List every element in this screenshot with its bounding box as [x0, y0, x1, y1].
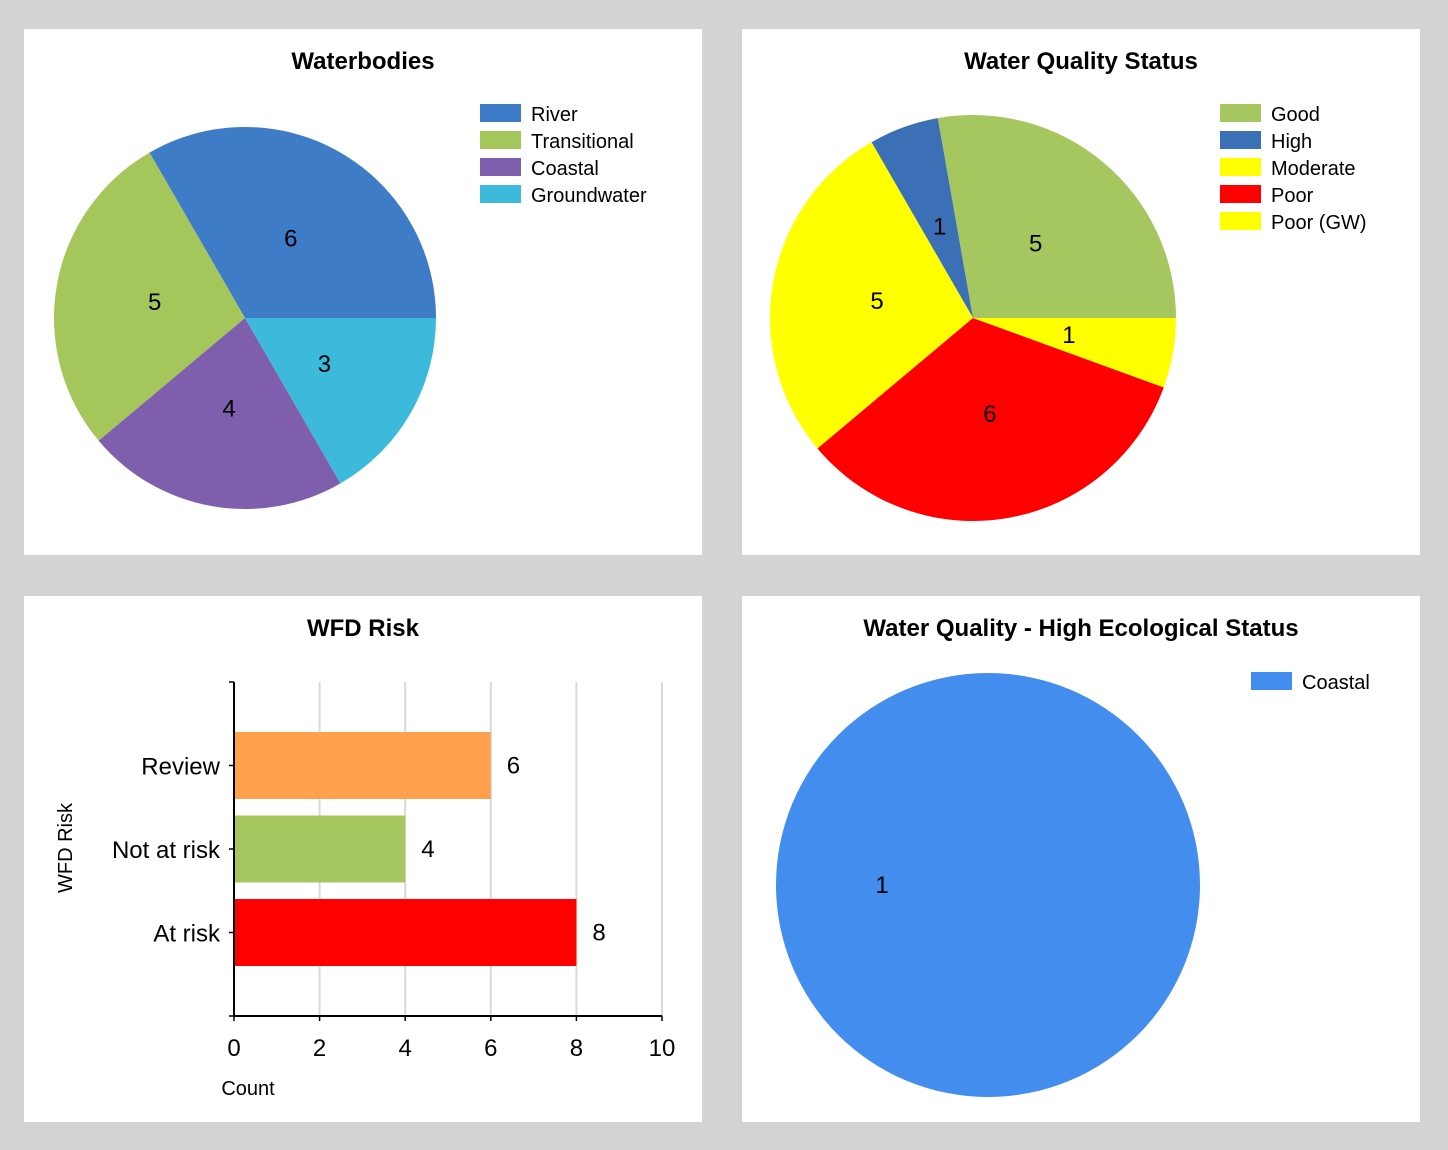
legend-swatch	[480, 131, 521, 149]
high-ecological-status-chart-panel: Water Quality - High Ecological Status 1…	[742, 596, 1420, 1122]
x-axis-title: Count	[221, 1078, 275, 1100]
wfd-risk-chart-panel: WFD Risk Count WFD Risk 6 Review 4 Not at r…	[24, 596, 702, 1122]
chart-title: Waterbodies	[291, 48, 434, 75]
legend-swatch	[1220, 185, 1261, 203]
pie-slice-river	[149, 127, 436, 319]
y-axis-title: WFD Risk	[55, 802, 77, 893]
x-tick-label: 4	[399, 1035, 412, 1062]
x-tick-label: 8	[570, 1035, 583, 1062]
slice-value-label: 5	[148, 289, 161, 316]
bar-at-risk	[234, 899, 577, 966]
high-ecological-status-pie-chart: Water Quality - High Ecological Status 1…	[776, 615, 1370, 1097]
slice-value-label: 1	[875, 872, 888, 899]
category-label: Not at risk	[112, 837, 221, 864]
pie-slice-coastal	[98, 318, 341, 510]
legend-label: High	[1271, 131, 1312, 153]
slice-value-label: 5	[870, 288, 883, 315]
legend-swatch	[1251, 672, 1292, 690]
category-label: At risk	[153, 921, 221, 948]
legend-swatch	[1220, 158, 1261, 176]
legend-label: River	[531, 104, 578, 126]
chart-title: Water Quality - High Ecological Status	[863, 615, 1298, 642]
pie-slice-poor	[817, 318, 1164, 521]
chart-title: WFD Risk	[307, 615, 420, 642]
slice-value-label: 3	[318, 351, 331, 378]
bar-value-label: 8	[592, 920, 605, 947]
wfd-risk-bar-chart: WFD Risk Count WFD Risk 6 Review 4 Not at r…	[55, 615, 676, 1100]
x-tick-label: 10	[649, 1035, 676, 1062]
bar-value-label: 4	[421, 836, 434, 863]
legend-swatch	[480, 158, 521, 176]
chart-title: Water Quality Status	[964, 48, 1198, 75]
pie-slice-good	[937, 115, 1176, 319]
pie-slice-transitional	[53, 152, 246, 441]
x-tick-label: 0	[227, 1035, 240, 1062]
waterbodies-pie-chart: Waterbodies 6 5 4 3 River Transitional Coastal…	[53, 48, 647, 510]
legend-label: Transitional	[531, 131, 634, 153]
slice-value-label: 6	[284, 226, 297, 253]
bar-not-at-risk	[234, 815, 406, 883]
slice-value-label: 5	[1029, 230, 1042, 257]
legend-swatch	[480, 104, 521, 122]
legend-label: Poor	[1271, 185, 1314, 207]
slice-value-label: 4	[222, 395, 235, 422]
bar-value-label: 6	[507, 753, 520, 780]
legend-swatch	[1220, 104, 1261, 122]
legend-swatch	[480, 185, 521, 203]
x-tick-label: 6	[484, 1035, 497, 1062]
bar-review	[234, 732, 491, 799]
legend-label: Good	[1271, 104, 1320, 126]
category-label: Review	[141, 754, 220, 781]
pie-slice-moderate	[770, 142, 973, 449]
pie-slice-groundwater	[245, 318, 436, 484]
legend-label: Moderate	[1271, 158, 1356, 180]
water-quality-status-chart-panel: Water Quality Status 5 1 5 6 1 Good High Modera…	[742, 29, 1420, 555]
legend-label: Coastal	[531, 158, 599, 180]
pie-slice-poor-gw	[973, 318, 1176, 388]
slice-value-label: 6	[983, 401, 996, 428]
legend-swatch	[1220, 212, 1261, 230]
waterbodies-chart-panel: Waterbodies 6 5 4 3 River Transitional Coastal…	[24, 29, 702, 555]
slice-value-label: 1	[933, 213, 946, 240]
water-quality-status-pie-chart: Water Quality Status 5 1 5 6 1 Good High Modera…	[770, 48, 1367, 521]
slice-value-label: 1	[1062, 322, 1075, 349]
legend-swatch	[1220, 131, 1261, 149]
pie-slice-coastal	[776, 673, 1200, 1097]
legend-label: Coastal	[1302, 672, 1370, 694]
x-tick-label: 2	[313, 1035, 326, 1062]
legend-label: Groundwater	[531, 185, 647, 207]
pie-slice-high	[871, 118, 973, 319]
legend-label: Poor (GW)	[1271, 212, 1367, 234]
